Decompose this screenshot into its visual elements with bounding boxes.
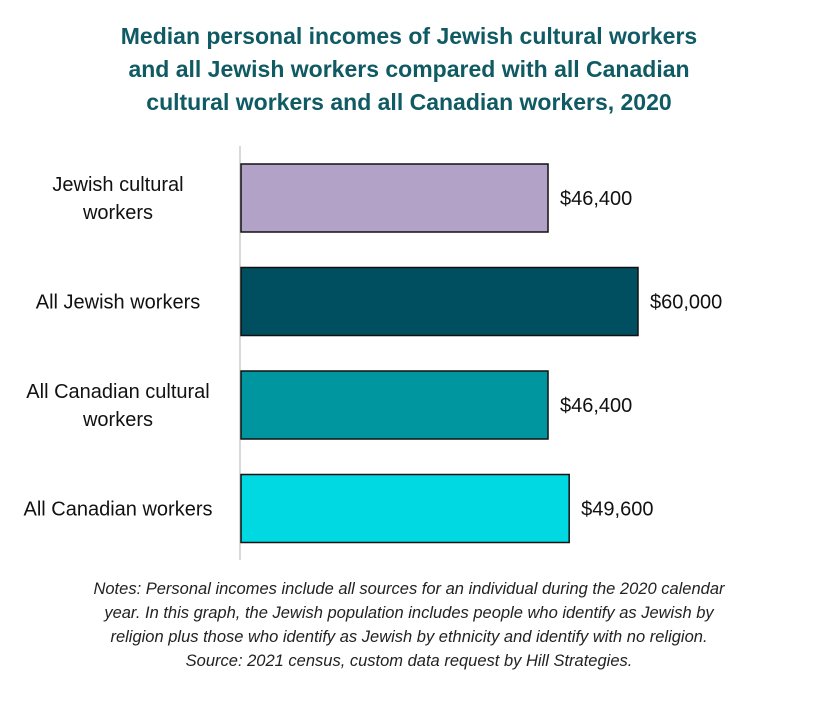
bar-1: [240, 163, 549, 233]
value-label-3: $46,400: [560, 395, 632, 417]
bar-2: [240, 266, 639, 337]
category-label-1: Jewish cultural workers: [52, 174, 183, 224]
category-label-4-line-1: All Canadian workers: [24, 499, 213, 521]
value-label-4: $49,600: [581, 499, 653, 521]
notes-line-3: religion plus those who identify as Jewi…: [110, 628, 708, 646]
notes-line-2: year. In this graph, the Jewish populati…: [104, 604, 714, 622]
chart-title-line-1: Median personal incomes of Jewish cultur…: [120, 23, 698, 49]
notes-line-1: Notes: Personal incomes include all sour…: [93, 580, 725, 598]
value-label-2: $60,000: [650, 292, 722, 314]
category-label-2-line-1: All Jewish workers: [36, 292, 200, 314]
category-label-2: All Jewish workers: [36, 292, 200, 314]
category-label-1-line-1: Jewish cultural: [52, 174, 183, 196]
bar-4: [240, 473, 570, 544]
bar-3: [240, 370, 549, 440]
category-label-3: All Canadian cultural workers: [26, 381, 209, 431]
chart-title: Median personal incomes of Jewish cultur…: [0, 20, 818, 119]
notes-line-4: Source: 2021 census, custom data request…: [185, 652, 633, 670]
category-label-3-line-2: workers: [82, 409, 153, 431]
value-label-1: $46,400: [560, 188, 632, 210]
category-label-4: All Canadian workers: [24, 499, 213, 521]
chart-notes: Notes: Personal incomes include all sour…: [0, 577, 818, 673]
category-label-1-line-2: workers: [82, 202, 153, 224]
chart-title-line-2: and all Jewish workers compared with all…: [128, 56, 690, 82]
category-label-3-line-1: All Canadian cultural: [26, 381, 209, 403]
chart-title-line-3: cultural workers and all Canadian worker…: [146, 89, 672, 115]
bar-chart: $46,400 Jewish cultural workers $60,000 All …: [24, 146, 722, 560]
